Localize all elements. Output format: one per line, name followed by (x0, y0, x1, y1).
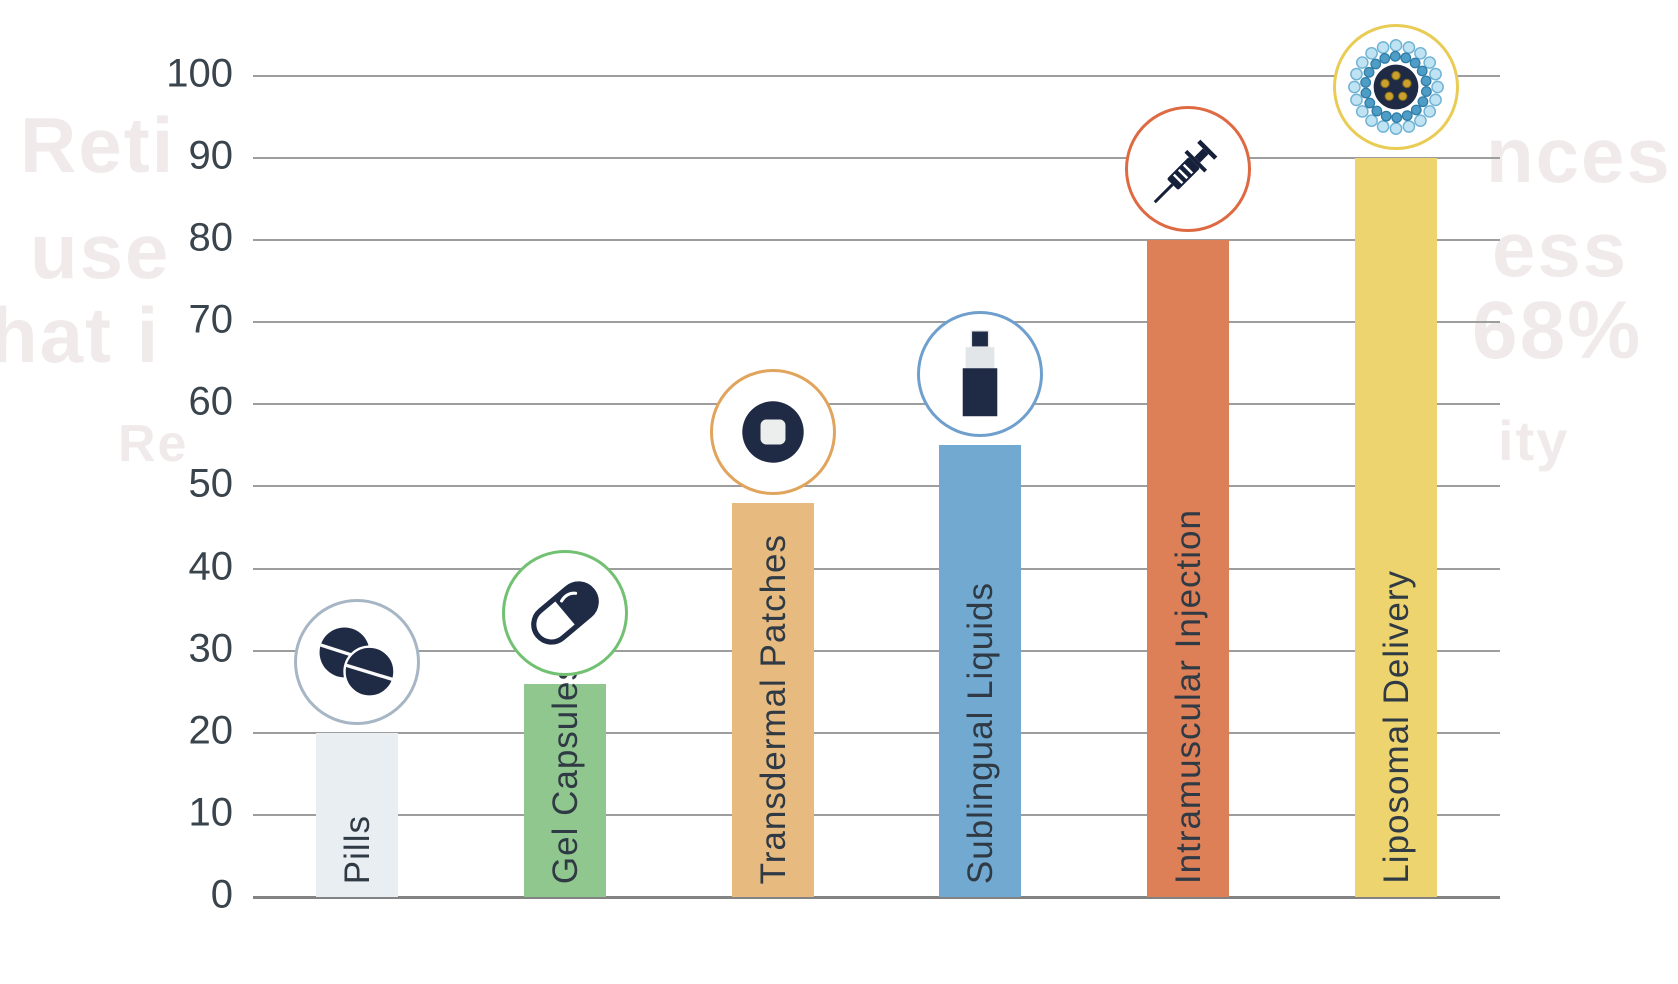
y-tick-label: 10 (188, 790, 234, 835)
watermark-fragment: ity (1498, 409, 1570, 472)
bar: Pills (316, 733, 398, 897)
icon-circle (710, 369, 836, 495)
watermark-fragment: ess (1492, 205, 1629, 293)
y-tick-label: 50 (188, 461, 234, 506)
icon-circle (502, 550, 628, 676)
icon-circle (1125, 106, 1251, 232)
watermark-fragment: 68% (1472, 285, 1643, 376)
bar-label: Intramuscular Injection (1168, 508, 1208, 884)
gridline (253, 321, 1500, 323)
liposome-icon (1344, 35, 1448, 139)
y-tick-label: 100 (166, 51, 233, 96)
watermark-fragment: Re (118, 415, 189, 473)
gridline (253, 239, 1500, 241)
bar-label: Pills (337, 814, 377, 884)
y-tick-label: 70 (188, 297, 234, 342)
y-tick-label: 20 (188, 708, 234, 753)
bar: Sublingual Liquids (939, 445, 1021, 897)
y-tick-label: 90 (188, 133, 234, 178)
gridline (253, 403, 1500, 405)
gridline (253, 650, 1500, 652)
watermark-fragment: use (30, 207, 171, 295)
bar-label: Transdermal Patches (753, 533, 793, 884)
gridline (253, 568, 1500, 570)
gridline (253, 485, 1500, 487)
bar: Intramuscular Injection (1147, 240, 1229, 897)
watermark-fragment: nces (1486, 111, 1672, 199)
y-tick-label: 0 (210, 872, 233, 917)
bar: Transdermal Patches (732, 503, 814, 897)
gridline (253, 814, 1500, 816)
gel-capsule-icon (513, 561, 617, 665)
bar-label: Gel Capsules (545, 661, 585, 884)
watermark-fragment: Reti (20, 101, 176, 189)
transdermal-patch-icon (725, 384, 821, 480)
y-tick-label: 60 (188, 379, 234, 424)
pills-icon (309, 614, 405, 710)
gridline (253, 157, 1500, 159)
y-tick-label: 40 (188, 544, 234, 589)
bar: Gel Capsules (524, 662, 606, 897)
bar: Liposomal Delivery (1355, 158, 1437, 897)
icon-circle (1333, 24, 1459, 150)
watermark-fragment: hat i (0, 291, 161, 379)
bar-label: Liposomal Delivery (1376, 570, 1416, 884)
y-tick-label: 80 (188, 215, 234, 260)
y-tick-label: 30 (188, 626, 234, 671)
gridline (253, 732, 1500, 734)
x-axis-line (253, 896, 1500, 899)
syringe-icon (1138, 119, 1238, 219)
icon-circle (294, 599, 420, 725)
bar-label: Sublingual Liquids (960, 581, 1000, 884)
gridline (253, 75, 1500, 77)
icon-circle (917, 311, 1043, 437)
dropper-bottle-icon (932, 326, 1028, 422)
